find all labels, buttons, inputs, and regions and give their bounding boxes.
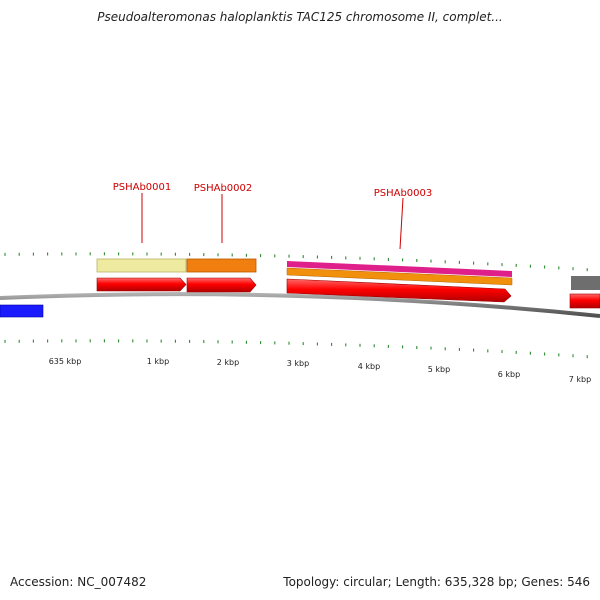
- feature-pshab0001-track[interactable]: [96, 258, 187, 273]
- cds-blue-reverse[interactable]: [0, 304, 44, 318]
- scale-label-7kbp: 7 kbp: [569, 375, 591, 384]
- accession-text: Accession: NC_007482: [10, 575, 147, 589]
- feature-gray-block[interactable]: [571, 276, 600, 290]
- scale-label-3kbp: 3 kbp: [287, 359, 309, 368]
- feature-pshab0003-magenta[interactable]: [287, 261, 512, 277]
- gene-label-leader-pshab0003: [399, 197, 404, 250]
- feature-pshab0003-orange[interactable]: [286, 267, 513, 286]
- gene-label-pshab0001[interactable]: PSHAb0001: [113, 182, 172, 193]
- map-title: Pseudoalteromonas haloplanktis TAC125 ch…: [97, 10, 503, 24]
- cds-arrow-next[interactable]: [569, 293, 600, 309]
- scale-label-635kbp: 635 kbp: [49, 357, 82, 366]
- scale-label-2kbp: 2 kbp: [217, 358, 239, 367]
- scale-label-6kbp: 6 kbp: [498, 370, 520, 379]
- cds-arrow-pshab0001[interactable]: [96, 277, 187, 292]
- chromosome-backbone: [0, 292, 600, 318]
- scale-label-5kbp: 5 kbp: [428, 365, 450, 374]
- feature-pshab0002-track[interactable]: [186, 258, 257, 273]
- scale-label-4kbp: 4 kbp: [358, 362, 380, 371]
- gene-label-pshab0002[interactable]: PSHAb0002: [194, 183, 253, 194]
- inner-tick-track: [4, 339, 588, 359]
- gene-label-pshab0003[interactable]: PSHAb0003: [374, 188, 433, 199]
- cds-arrow-pshab0002[interactable]: [186, 277, 257, 293]
- scale-label-1kbp: 1 kbp: [147, 357, 169, 366]
- outer-tick-track: [4, 252, 588, 272]
- cds-arrow-pshab0003[interactable]: [286, 278, 512, 303]
- genome-summary-text: Topology: circular; Length: 635,328 bp; …: [283, 575, 590, 589]
